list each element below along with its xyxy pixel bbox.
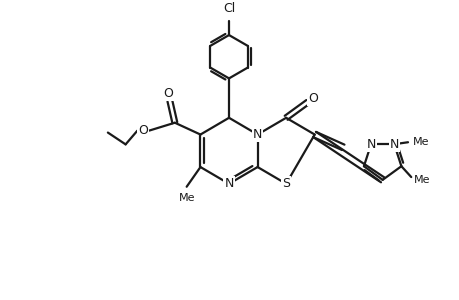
Text: O: O — [307, 92, 317, 105]
Text: Me: Me — [413, 175, 430, 185]
Text: N: N — [389, 138, 398, 151]
Text: N: N — [224, 177, 233, 190]
Text: Me: Me — [412, 137, 429, 147]
Text: N: N — [366, 138, 375, 151]
Text: O: O — [162, 87, 173, 100]
Text: Me: Me — [178, 193, 195, 202]
Text: S: S — [281, 177, 290, 190]
Text: N: N — [252, 128, 262, 141]
Text: Cl: Cl — [223, 2, 235, 15]
Text: O: O — [138, 124, 148, 137]
